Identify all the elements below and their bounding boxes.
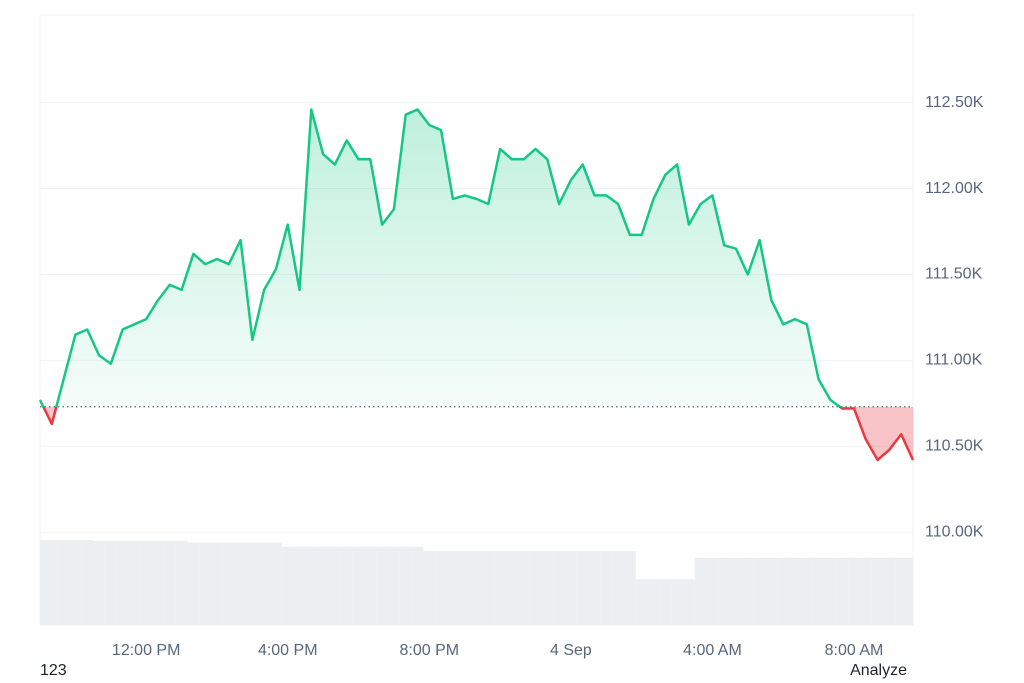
volume-bar	[659, 579, 672, 625]
x-tick-label: 8:00 AM	[825, 642, 884, 659]
volume-bar	[517, 551, 530, 625]
volume-bar	[647, 579, 660, 625]
price-area	[40, 109, 913, 460]
volume-bar	[741, 557, 754, 625]
y-tick-label: 112.00K	[925, 180, 984, 197]
x-tick-label: 4:00 PM	[258, 642, 318, 659]
y-tick-label: 110.50K	[925, 438, 984, 455]
volume-bar	[93, 540, 105, 625]
analyze-button[interactable]: Analyze	[850, 662, 907, 679]
volume-bar	[447, 551, 459, 625]
volume-bar	[222, 542, 235, 625]
volume-bar	[848, 557, 860, 625]
volume-bar	[399, 546, 412, 625]
volume-bar	[423, 551, 436, 625]
volume-bar	[199, 542, 212, 625]
volume-bar	[505, 551, 518, 625]
volume-bar	[340, 546, 353, 625]
volume-bar	[600, 551, 613, 625]
volume-bar	[57, 540, 70, 625]
x-tick-label: 4:00 AM	[683, 642, 742, 659]
volume-bar	[116, 540, 129, 625]
volume-bar	[777, 557, 790, 625]
volume-bar	[730, 557, 742, 625]
volume-bar	[246, 542, 259, 625]
volume-bar	[812, 557, 825, 625]
volume-bar	[329, 546, 341, 625]
volume-bar	[163, 540, 176, 625]
y-tick-label: 111.00K	[925, 352, 983, 369]
volume-bar	[470, 551, 483, 625]
volume-bar	[553, 551, 565, 625]
volume-bar	[258, 542, 271, 625]
volume-bar	[104, 540, 117, 625]
volume-bar	[871, 557, 884, 625]
volume-bar	[388, 546, 400, 625]
volume-bar	[765, 557, 778, 625]
volume-bar	[352, 546, 365, 625]
footer-left: 123	[40, 662, 67, 679]
y-tick-label: 112.50K	[925, 94, 984, 111]
volume-bar	[281, 546, 294, 625]
volume-bar	[435, 551, 448, 625]
volume-bar	[635, 579, 648, 625]
volume-bar	[883, 557, 896, 625]
price-line	[38, 108, 915, 462]
volume-bar	[187, 542, 200, 625]
volume-bar	[458, 551, 471, 625]
x-tick-label: 8:00 PM	[400, 642, 460, 659]
volume-bar	[211, 542, 223, 625]
volume-bar	[152, 540, 164, 625]
x-tick-label: 12:00 PM	[112, 642, 180, 659]
volume-bar	[293, 546, 306, 625]
volume-bar	[482, 551, 495, 625]
volume-bar	[718, 557, 731, 625]
volume-bar	[859, 557, 872, 625]
volume-bar	[175, 540, 188, 625]
volume-bar	[529, 551, 542, 625]
volume-bar	[45, 540, 58, 625]
volume-bar	[305, 546, 318, 625]
y-tick-label: 110.00K	[925, 523, 984, 540]
volume-bar	[541, 551, 554, 625]
volume-bar	[694, 557, 707, 625]
volume-bar	[411, 546, 424, 625]
volume-bar	[128, 540, 141, 625]
volume-bar	[753, 557, 766, 625]
y-tick-label: 111.50K	[925, 266, 983, 283]
volume-bar	[69, 540, 82, 625]
volume-bar	[317, 546, 330, 625]
volume-bar	[682, 579, 695, 625]
volume-bar	[140, 540, 153, 625]
volume-bar	[907, 557, 913, 625]
volume-bar	[40, 540, 46, 625]
volume-bar	[671, 579, 683, 625]
volume-bar	[623, 551, 636, 625]
volume-bar	[588, 551, 601, 625]
volume-bar	[576, 551, 589, 625]
volume-bar	[836, 557, 849, 625]
volume-bar	[564, 551, 577, 625]
volume-bar	[789, 557, 801, 625]
volume-bar	[364, 546, 377, 625]
volume-bar	[800, 557, 813, 625]
volume-bar	[494, 551, 506, 625]
volume-bar	[270, 542, 282, 625]
volume-bar	[234, 542, 247, 625]
volume-bar	[824, 557, 837, 625]
volume-bar	[81, 540, 94, 625]
volume-bar	[895, 557, 908, 625]
volume-bar	[612, 551, 624, 625]
volume-bar	[706, 557, 719, 625]
x-tick-label: 4 Sep	[550, 642, 592, 659]
volume-bar	[376, 546, 389, 625]
